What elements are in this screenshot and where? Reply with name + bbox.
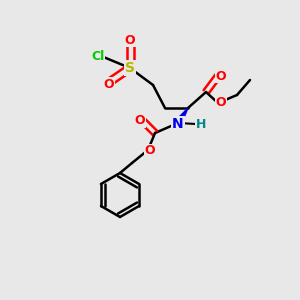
Text: O: O <box>104 77 114 91</box>
Text: N: N <box>172 117 184 131</box>
Text: O: O <box>145 145 155 158</box>
Polygon shape <box>175 108 188 125</box>
Text: Cl: Cl <box>92 50 105 62</box>
Text: H: H <box>196 118 206 130</box>
Text: O: O <box>125 34 135 46</box>
Text: S: S <box>125 61 135 75</box>
Text: O: O <box>216 97 226 110</box>
Text: O: O <box>216 70 226 83</box>
Text: O: O <box>135 115 145 128</box>
